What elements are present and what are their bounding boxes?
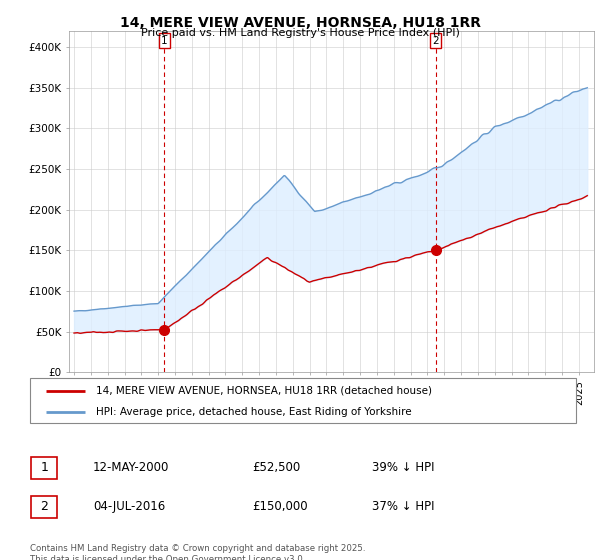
- Text: 04-JUL-2016: 04-JUL-2016: [93, 500, 165, 514]
- Text: HPI: Average price, detached house, East Riding of Yorkshire: HPI: Average price, detached house, East…: [95, 407, 411, 417]
- Text: 1: 1: [40, 461, 49, 474]
- Text: Contains HM Land Registry data © Crown copyright and database right 2025.
This d: Contains HM Land Registry data © Crown c…: [30, 544, 365, 560]
- Text: 12-MAY-2000: 12-MAY-2000: [93, 461, 169, 474]
- Text: 2: 2: [433, 35, 439, 45]
- Text: 37% ↓ HPI: 37% ↓ HPI: [372, 500, 434, 514]
- Text: 39% ↓ HPI: 39% ↓ HPI: [372, 461, 434, 474]
- Text: Price paid vs. HM Land Registry's House Price Index (HPI): Price paid vs. HM Land Registry's House …: [140, 28, 460, 38]
- Text: 1: 1: [161, 35, 167, 45]
- Text: £150,000: £150,000: [252, 500, 308, 514]
- Text: 14, MERE VIEW AVENUE, HORNSEA, HU18 1RR (detached house): 14, MERE VIEW AVENUE, HORNSEA, HU18 1RR …: [95, 385, 431, 395]
- Text: 14, MERE VIEW AVENUE, HORNSEA, HU18 1RR: 14, MERE VIEW AVENUE, HORNSEA, HU18 1RR: [119, 16, 481, 30]
- Text: £52,500: £52,500: [252, 461, 300, 474]
- Text: 2: 2: [40, 500, 49, 514]
